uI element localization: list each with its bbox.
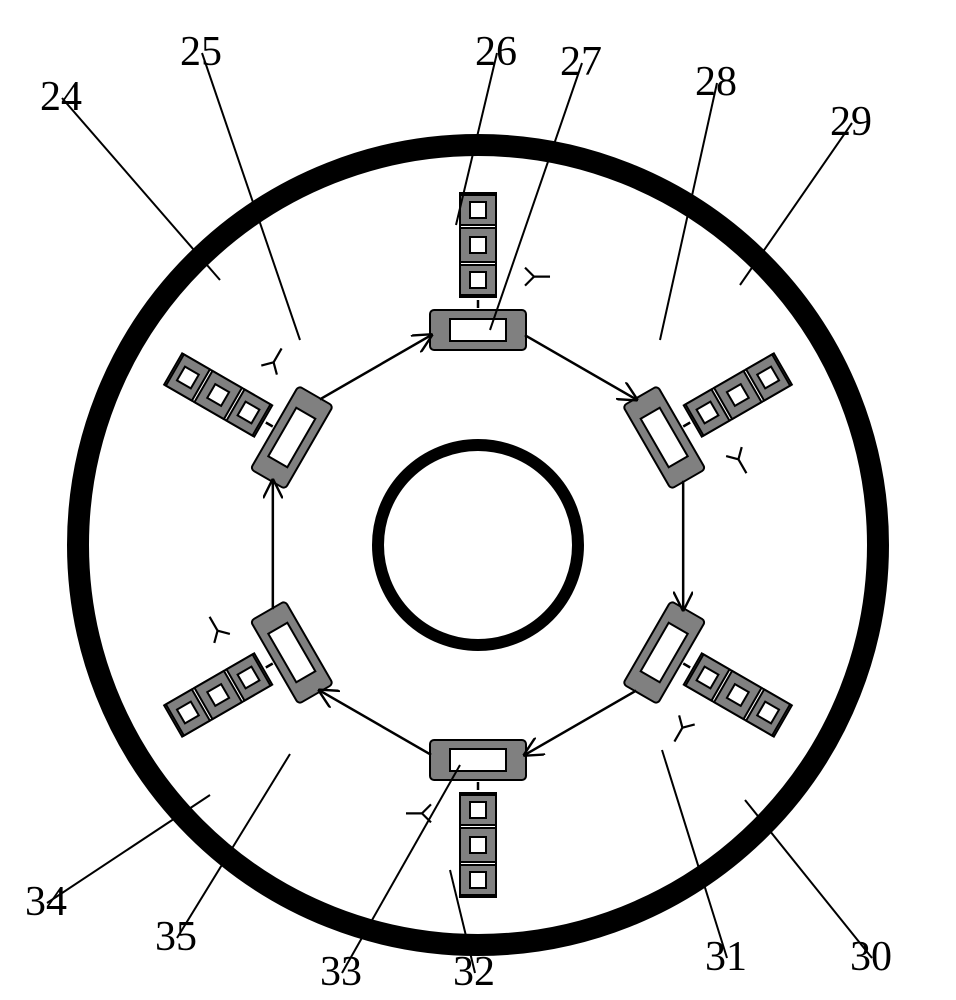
radial-link [266, 423, 273, 427]
flow-arrow [525, 335, 636, 399]
inner-ring [378, 445, 578, 645]
label-31: 31 [705, 934, 747, 980]
label-26: 26 [475, 29, 517, 75]
leader-29 [740, 123, 852, 285]
antenna-icon [261, 344, 289, 375]
label-35: 35 [155, 914, 197, 960]
antenna-icon [726, 447, 754, 478]
label-28: 28 [695, 59, 737, 105]
connector-top [460, 193, 496, 297]
antenna-icon [406, 804, 431, 822]
connector-bot [460, 793, 496, 897]
flow-arrow [525, 691, 636, 755]
radial-link [266, 664, 273, 668]
connector-bl [164, 653, 272, 736]
flow-arrow [320, 335, 431, 399]
label-30: 30 [850, 934, 892, 980]
leader-27 [490, 63, 582, 330]
connector-br [684, 653, 792, 736]
antenna-icon [525, 268, 550, 286]
label-25: 25 [180, 29, 222, 75]
label-33: 33 [320, 949, 362, 995]
station-bot [430, 740, 526, 780]
station-top [430, 310, 526, 350]
flow-arrow [320, 691, 431, 755]
leader-34 [47, 795, 210, 903]
label-27: 27 [560, 39, 602, 85]
radial-link [683, 423, 690, 427]
leader-35 [177, 754, 290, 938]
label-34: 34 [25, 879, 67, 925]
leader-24 [62, 98, 220, 280]
connector-tl [164, 353, 272, 436]
label-29: 29 [830, 99, 872, 145]
radial-link [683, 664, 690, 668]
label-24: 24 [40, 74, 82, 120]
label-32: 32 [453, 949, 495, 995]
connector-tr [684, 353, 792, 436]
antenna-icon [202, 612, 230, 643]
antenna-icon [667, 715, 695, 746]
